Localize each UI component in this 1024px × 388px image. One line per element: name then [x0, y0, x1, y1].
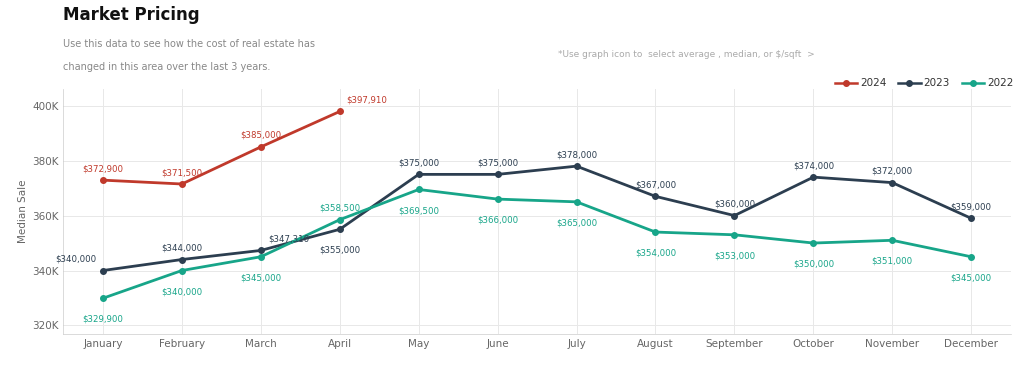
Text: $369,500: $369,500: [398, 206, 439, 215]
2022: [97, 296, 110, 301]
Line: 2023: 2023: [100, 163, 974, 273]
Text: $353,000: $353,000: [714, 251, 755, 260]
Text: $340,000: $340,000: [55, 255, 96, 263]
2023: [176, 257, 188, 262]
2022: [334, 217, 346, 222]
Text: $374,000: $374,000: [793, 161, 834, 170]
2023: [413, 172, 425, 177]
2022: [728, 232, 740, 237]
Line: 2024: 2024: [100, 109, 343, 187]
Text: 2024: 2024: [860, 78, 887, 88]
Text: $375,000: $375,000: [477, 158, 518, 168]
Text: $375,000: $375,000: [398, 158, 439, 168]
Text: $355,000: $355,000: [319, 246, 360, 255]
Text: $378,000: $378,000: [556, 150, 597, 159]
Text: $358,500: $358,500: [319, 204, 360, 213]
2022: [570, 199, 583, 204]
Text: 2022: 2022: [987, 78, 1014, 88]
2023: [728, 213, 740, 218]
Text: $345,000: $345,000: [241, 274, 282, 282]
2023: [492, 172, 504, 177]
2023: [334, 227, 346, 232]
Text: changed in this area over the last 3 years.: changed in this area over the last 3 yea…: [63, 62, 271, 72]
2022: [255, 255, 267, 259]
2022: [886, 238, 898, 242]
Text: *Use graph icon to  select average , median, or $/sqft  >: *Use graph icon to select average , medi…: [558, 50, 815, 59]
Y-axis label: Median Sale: Median Sale: [18, 180, 28, 243]
Text: 2023: 2023: [924, 78, 950, 88]
2022: [492, 197, 504, 201]
Text: $347,310: $347,310: [267, 234, 309, 244]
Text: $365,000: $365,000: [556, 218, 597, 227]
Text: $385,000: $385,000: [241, 131, 282, 140]
Text: Market Pricing: Market Pricing: [63, 6, 200, 24]
Text: $344,000: $344,000: [162, 244, 203, 253]
Text: $354,000: $354,000: [635, 249, 676, 258]
2023: [965, 216, 977, 221]
2022: [413, 187, 425, 192]
Text: $345,000: $345,000: [950, 274, 992, 282]
Text: $351,000: $351,000: [871, 257, 912, 266]
Text: $329,900: $329,900: [83, 315, 124, 324]
2023: [886, 180, 898, 185]
Text: $372,900: $372,900: [83, 164, 124, 173]
Text: $350,000: $350,000: [793, 260, 834, 269]
Line: 2022: 2022: [100, 187, 974, 301]
2023: [649, 194, 662, 199]
Text: $371,500: $371,500: [162, 168, 203, 177]
Text: $397,910: $397,910: [347, 95, 387, 104]
Text: $360,000: $360,000: [714, 200, 755, 209]
2022: [965, 255, 977, 259]
2023: [570, 164, 583, 168]
Text: $340,000: $340,000: [162, 287, 203, 296]
2024: [176, 182, 188, 186]
Text: $372,000: $372,000: [871, 167, 912, 176]
Text: $359,000: $359,000: [950, 203, 991, 211]
2023: [97, 268, 110, 273]
2023: [807, 175, 819, 180]
2022: [807, 241, 819, 245]
2022: [176, 268, 188, 273]
2023: [255, 248, 267, 253]
2024: [255, 145, 267, 149]
Text: $366,000: $366,000: [477, 216, 518, 225]
2022: [649, 230, 662, 234]
2024: [334, 109, 346, 114]
Text: $367,000: $367,000: [635, 180, 676, 189]
2024: [97, 178, 110, 182]
Text: Use this data to see how the cost of real estate has: Use this data to see how the cost of rea…: [63, 39, 315, 49]
